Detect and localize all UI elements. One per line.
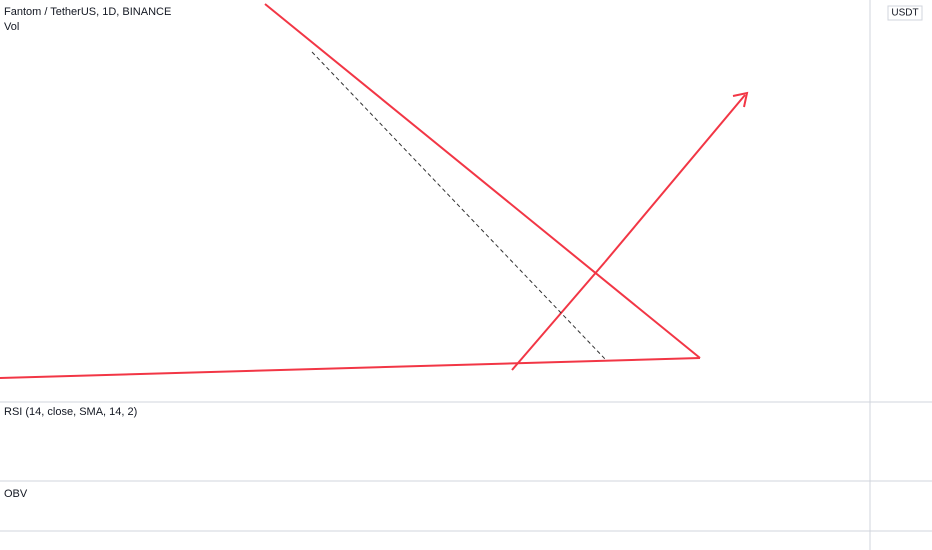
currency-box[interactable] (887, 5, 923, 21)
fib-trend-line (311, 51, 607, 361)
volume-label: Vol (4, 21, 19, 33)
symbol-title: Fantom / TetherUS, 1D, BINANCE (4, 6, 171, 18)
arrow-line (604, 94, 746, 263)
obv-title: OBV (4, 488, 28, 500)
trend-line (511, 261, 606, 371)
currency: USDT (891, 8, 918, 19)
arrow-head (732, 91, 749, 108)
rsi-title: RSI (14, close, SMA, 14, 2) (4, 406, 137, 418)
trend-line (264, 3, 701, 359)
trend-line (0, 357, 701, 379)
